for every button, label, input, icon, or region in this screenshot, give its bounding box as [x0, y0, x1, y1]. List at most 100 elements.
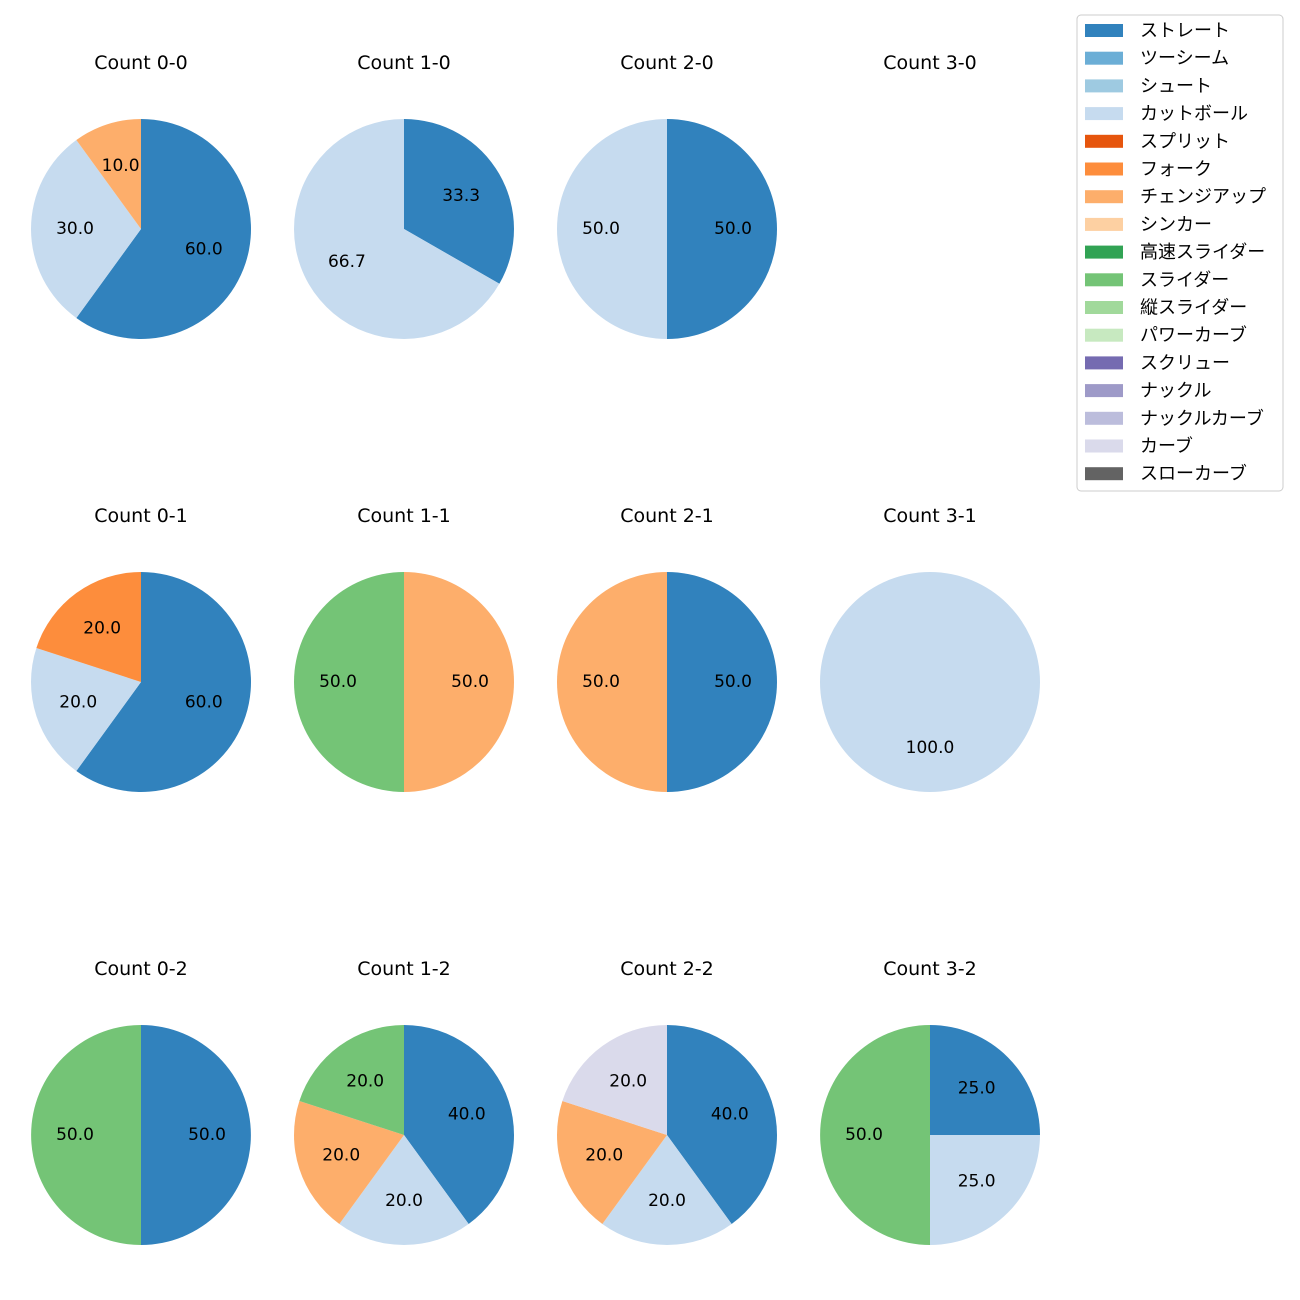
pie-title: Count 3-1 — [883, 505, 977, 527]
legend-swatch — [1085, 162, 1123, 176]
pie-slice — [31, 1025, 141, 1245]
pie-count-2-0: Count 2-0 50.0 50.0 — [557, 52, 777, 339]
legend-label: カーブ — [1140, 435, 1193, 457]
pie-count-1-2: Count 1-2 40.0 20.0 20.0 20.0 — [294, 958, 514, 1245]
pie-slice — [667, 1025, 777, 1224]
pie-title: Count 2-1 — [620, 505, 714, 527]
legend-label: ナックルカーブ — [1140, 407, 1264, 429]
slice-label: 20.0 — [585, 1145, 623, 1165]
pie-count-3-2: Count 3-2 25.0 25.0 50.0 — [820, 958, 1040, 1245]
slice-label: 20.0 — [59, 692, 97, 712]
slice-label: 60.0 — [185, 239, 223, 259]
pie-slice — [30, 140, 142, 318]
pie-slice — [404, 572, 514, 792]
pie-count-1-1: Count 1-1 50.0 50.0 — [294, 505, 514, 792]
legend-swatch — [1085, 411, 1123, 425]
pie-slice — [557, 119, 667, 339]
legend-label: チェンジアップ — [1140, 187, 1266, 208]
legend-label: フォーク — [1140, 159, 1212, 180]
pie-title: Count 3-2 — [883, 958, 977, 980]
legend-swatch — [1085, 384, 1123, 398]
pie-slice — [562, 1025, 667, 1135]
pie-slice — [820, 1025, 930, 1245]
slice-label: 10.0 — [102, 156, 140, 176]
legend: ストレートツーシームシュートカットボールスプリットフォークチェンジアップシンカー… — [1076, 14, 1284, 492]
legend-swatch — [1085, 245, 1123, 259]
slice-label: 50.0 — [714, 219, 752, 239]
slice-label: 33.3 — [442, 186, 480, 206]
legend-swatch — [1085, 134, 1123, 148]
pie-count-0-2: Count 0-2 50.0 50.0 — [31, 958, 251, 1245]
slice-label: 25.0 — [958, 1172, 996, 1192]
pie-slice — [36, 572, 141, 682]
legend-swatch — [1085, 439, 1123, 453]
legend-swatch — [1085, 24, 1123, 37]
slice-label: 20.0 — [648, 1191, 686, 1211]
pie-count-1-0: Count 1-0 33.3 66.7 — [293, 52, 514, 339]
pie-title: Count 0-1 — [94, 505, 188, 527]
legend-swatch — [1085, 190, 1123, 204]
slice-label: 20.0 — [346, 1072, 384, 1092]
slice-label: 40.0 — [711, 1105, 749, 1125]
legend-label: ツーシーム — [1140, 48, 1229, 69]
pie-slice — [667, 572, 777, 792]
legend-label: カットボール — [1140, 104, 1248, 125]
legend-swatch — [1085, 217, 1123, 231]
legend-label: シュート — [1140, 76, 1212, 97]
pie-slice — [820, 572, 1040, 792]
legend-label: スローカーブ — [1140, 463, 1247, 485]
slice-label: 20.0 — [609, 1072, 647, 1092]
slice-label: 25.0 — [958, 1078, 996, 1098]
legend-label: ナックル — [1140, 381, 1211, 402]
legend-label: ストレート — [1140, 21, 1230, 42]
slice-label: 50.0 — [188, 1125, 226, 1145]
slice-label: 30.0 — [56, 219, 94, 239]
slice-label: 50.0 — [582, 672, 620, 692]
pie-count-0-0: Count 0-0 60.0 30.0 10.0 — [30, 52, 251, 339]
slice-label: 20.0 — [83, 619, 121, 639]
slice-label: 20.0 — [385, 1191, 423, 1211]
pie-slice — [602, 1135, 732, 1245]
pie-slice — [930, 1025, 1040, 1135]
legend-frame — [1076, 14, 1284, 492]
slice-label: 50.0 — [451, 672, 489, 692]
pie-slice — [667, 119, 777, 339]
pie-slice — [930, 1135, 1040, 1245]
pie-count-3-0: Count 3-0 — [883, 52, 977, 74]
slice-label: 100.0 — [906, 738, 955, 758]
pie-slice — [141, 1025, 251, 1245]
pie-title: Count 1-0 — [357, 52, 451, 74]
pie-slice — [293, 119, 500, 339]
slice-label: 50.0 — [714, 672, 752, 692]
pie-title: Count 2-2 — [620, 958, 714, 980]
legend-label: シンカー — [1140, 214, 1212, 235]
slice-label: 60.0 — [185, 692, 223, 712]
legend-swatch — [1085, 107, 1123, 121]
slice-label: 50.0 — [56, 1125, 94, 1145]
pie-slice — [557, 572, 667, 792]
pie-slice — [404, 1025, 514, 1224]
pie-slice — [76, 572, 251, 792]
slice-label: 50.0 — [845, 1125, 883, 1145]
pie-slice — [30, 648, 142, 771]
pie-title: Count 0-0 — [94, 52, 188, 74]
legend-swatch — [1085, 79, 1123, 93]
slice-label: 50.0 — [582, 219, 620, 239]
legend-label: パワーカーブ — [1140, 324, 1247, 346]
pie-title: Count 2-0 — [620, 52, 714, 74]
legend-swatch — [1085, 328, 1123, 342]
slice-label: 20.0 — [322, 1145, 360, 1165]
pie-slice — [404, 119, 514, 284]
pie-title: Count 3-0 — [883, 52, 977, 74]
pie-title: Count 1-2 — [357, 958, 451, 980]
legend-label: スプリット — [1140, 131, 1230, 152]
pie-title: Count 1-1 — [357, 505, 451, 527]
legend-label: スライダー — [1140, 270, 1229, 291]
pie-count-2-1: Count 2-1 50.0 50.0 — [557, 505, 777, 792]
slice-label: 50.0 — [319, 672, 357, 692]
pie-count-2-2: Count 2-2 40.0 20.0 20.0 20.0 — [556, 958, 777, 1245]
pie-slice — [339, 1135, 469, 1245]
pie-slice — [299, 1025, 404, 1135]
legend-swatch — [1085, 301, 1123, 314]
